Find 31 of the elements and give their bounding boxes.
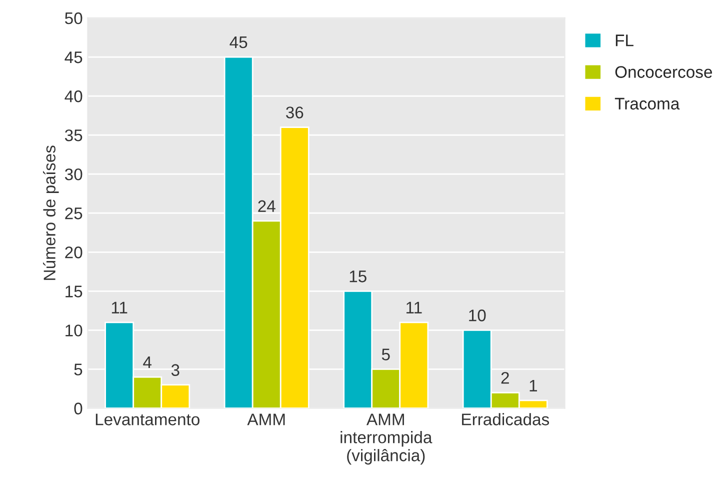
y-tick-label: 5 [74, 364, 82, 376]
y-tick-label: 40 [64, 90, 82, 102]
y-tick-label: 25 [65, 208, 82, 220]
data-label: 1 [530, 380, 537, 392]
y-tick-label: 45 [64, 52, 82, 64]
data-label: 45 [230, 36, 248, 48]
legend-label: Tracoma [614, 98, 680, 110]
y-tick-label: 0 [74, 402, 82, 414]
data-label: 4 [143, 356, 152, 368]
data-label: 11 [112, 302, 128, 314]
y-tick-label: 20 [65, 246, 82, 258]
data-label: 11 [406, 302, 422, 314]
legend-label: Oncocercose [615, 66, 712, 78]
y-tick-label: 35 [64, 129, 82, 142]
data-label: 2 [501, 372, 509, 384]
y-axis-title: Número de países [43, 146, 59, 280]
data-label: 10 [469, 310, 486, 322]
data-label: 24 [258, 200, 276, 212]
y-tick-label: 15 [66, 286, 82, 298]
data-label: 3 [171, 364, 180, 376]
legend-label: FL [616, 34, 634, 46]
x-tick-label: AMM interrompida (vigilância) [340, 414, 432, 465]
y-tick-label: 10 [66, 324, 82, 336]
y-tick-label: 30 [64, 168, 82, 180]
data-label: 36 [286, 106, 304, 118]
y-tick-label: 50 [64, 12, 82, 24]
x-tick-label: Levantamento [96, 414, 200, 426]
data-label: 5 [382, 348, 390, 360]
data-label: 15 [350, 270, 366, 282]
x-tick-label: Erradicadas [462, 413, 550, 426]
x-tick-label: AMM [247, 414, 285, 426]
